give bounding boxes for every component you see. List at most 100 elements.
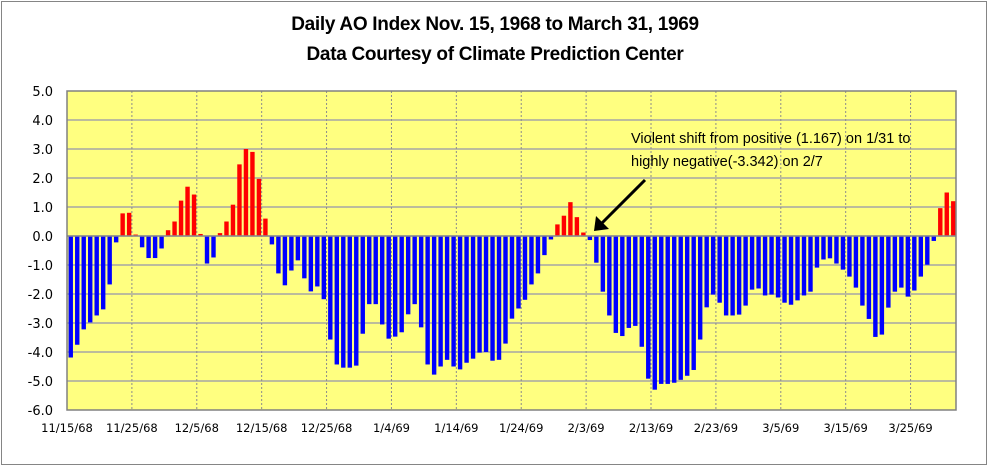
bar <box>555 224 560 236</box>
bar <box>801 236 807 296</box>
y-tick-label: -5.0 <box>28 375 53 390</box>
x-tick-label: 11/15/68 <box>41 421 93 435</box>
bar <box>237 164 242 236</box>
bar <box>607 236 612 316</box>
bar <box>470 236 476 359</box>
bar <box>736 236 742 315</box>
y-axis-tick-labels: 5.0 4.0 3.0 2.0 1.0 0.0 -1.0 -2.0 -3.0 -4.0 -5.0 -6… <box>28 85 53 419</box>
bar <box>529 236 534 285</box>
bar <box>522 236 528 300</box>
bar <box>347 236 352 368</box>
y-tick-label: 4.0 <box>32 114 53 129</box>
bar <box>633 236 638 326</box>
bar <box>717 236 722 303</box>
bar <box>224 221 229 236</box>
vertical-gridlines <box>131 91 912 410</box>
bar <box>892 236 898 292</box>
bar <box>912 236 917 291</box>
bar <box>873 236 878 337</box>
bar <box>256 178 262 236</box>
bar <box>386 236 391 339</box>
x-tick-label: 2/3/69 <box>568 421 605 435</box>
bar <box>574 217 580 236</box>
y-tick-label: -4.0 <box>28 346 53 361</box>
bar <box>373 236 378 305</box>
y-tick-label: -6.0 <box>28 404 53 419</box>
bar <box>743 236 748 306</box>
bar <box>749 236 755 290</box>
bar <box>814 236 820 268</box>
bar <box>503 236 508 344</box>
bar <box>548 236 554 240</box>
bar <box>678 236 683 380</box>
bar <box>542 236 547 256</box>
bar <box>808 236 813 292</box>
bar <box>762 236 768 296</box>
bar <box>360 236 365 334</box>
bar <box>860 236 865 306</box>
bar <box>328 236 333 340</box>
bar <box>425 236 430 365</box>
bar <box>295 236 301 261</box>
bar <box>94 236 99 316</box>
bar <box>172 221 177 236</box>
bar <box>113 236 119 243</box>
bar <box>88 236 93 323</box>
bar <box>775 236 781 298</box>
bar <box>159 236 164 249</box>
bar <box>516 236 521 309</box>
bar <box>464 236 469 363</box>
bar <box>120 213 125 236</box>
bar <box>477 236 482 353</box>
bar <box>483 236 489 352</box>
bar <box>308 236 314 292</box>
bar <box>230 204 236 236</box>
bar <box>191 194 197 236</box>
y-tick-label: 0.0 <box>32 230 53 245</box>
bar <box>704 236 709 308</box>
bar <box>165 230 171 236</box>
annotation-line-2: highly negative(-3.342) on 2/7 <box>631 154 823 170</box>
bar <box>289 236 294 271</box>
bar <box>75 236 80 345</box>
x-tick-label: 1/14/69 <box>434 421 478 435</box>
bar <box>691 236 696 370</box>
bar <box>321 236 327 300</box>
bar <box>782 236 787 303</box>
bar <box>840 236 846 270</box>
bar <box>204 236 210 264</box>
bar <box>659 236 664 384</box>
y-tick-label: 5.0 <box>32 85 53 100</box>
annotation-arrow-head-icon <box>594 216 609 231</box>
bar <box>496 236 502 360</box>
bar <box>341 236 346 368</box>
bar <box>276 236 281 274</box>
x-tick-label: 2/13/69 <box>629 421 673 435</box>
bar <box>886 236 891 308</box>
y-tick-label: 2.0 <box>32 172 53 187</box>
bar <box>315 236 320 287</box>
bar <box>217 233 223 236</box>
bar <box>399 236 404 333</box>
bar <box>282 236 288 286</box>
bar <box>620 236 625 337</box>
bar <box>354 236 359 366</box>
bar <box>250 151 255 236</box>
bars <box>67 149 956 390</box>
bar <box>938 208 943 236</box>
horizontal-gridlines <box>67 119 956 382</box>
x-tick-label: 12/25/68 <box>301 421 353 435</box>
bar <box>269 236 275 245</box>
bar <box>853 236 859 288</box>
bar <box>509 236 515 319</box>
bar <box>899 236 904 288</box>
chart-title: Daily AO Index Nov. 15, 1968 to March 31… <box>291 14 699 35</box>
bar <box>788 236 794 305</box>
bar <box>535 236 541 274</box>
bar <box>594 236 599 263</box>
annotation-line-1: Violent shift from positive (1.167) on 1… <box>631 131 910 147</box>
bar <box>769 236 774 295</box>
bar <box>931 236 936 241</box>
x-tick-label: 3/5/69 <box>762 421 799 435</box>
bar <box>944 192 949 236</box>
